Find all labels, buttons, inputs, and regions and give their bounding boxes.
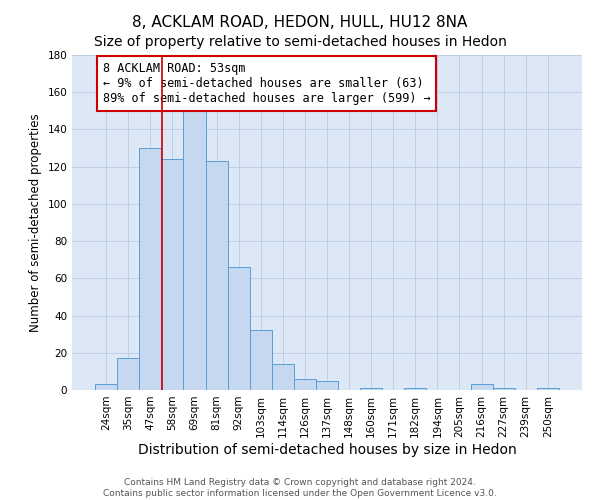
Text: 8, ACKLAM ROAD, HEDON, HULL, HU12 8NA: 8, ACKLAM ROAD, HEDON, HULL, HU12 8NA: [133, 15, 467, 30]
Bar: [117, 358, 139, 390]
Bar: [272, 364, 294, 390]
X-axis label: Distribution of semi-detached houses by size in Hedon: Distribution of semi-detached houses by …: [137, 442, 517, 456]
Bar: [139, 148, 161, 390]
Text: 8 ACKLAM ROAD: 53sqm
← 9% of semi-detached houses are smaller (63)
89% of semi-d: 8 ACKLAM ROAD: 53sqm ← 9% of semi-detach…: [103, 62, 430, 104]
Bar: [206, 161, 227, 390]
Bar: [95, 384, 117, 390]
Bar: [537, 388, 559, 390]
Bar: [316, 380, 338, 390]
Bar: [360, 388, 382, 390]
Bar: [470, 384, 493, 390]
Text: Size of property relative to semi-detached houses in Hedon: Size of property relative to semi-detach…: [94, 35, 506, 49]
Y-axis label: Number of semi-detached properties: Number of semi-detached properties: [29, 113, 42, 332]
Bar: [227, 267, 250, 390]
Bar: [404, 388, 427, 390]
Bar: [294, 379, 316, 390]
Bar: [161, 159, 184, 390]
Text: Contains HM Land Registry data © Crown copyright and database right 2024.
Contai: Contains HM Land Registry data © Crown c…: [103, 478, 497, 498]
Bar: [493, 388, 515, 390]
Bar: [184, 109, 206, 390]
Bar: [250, 330, 272, 390]
